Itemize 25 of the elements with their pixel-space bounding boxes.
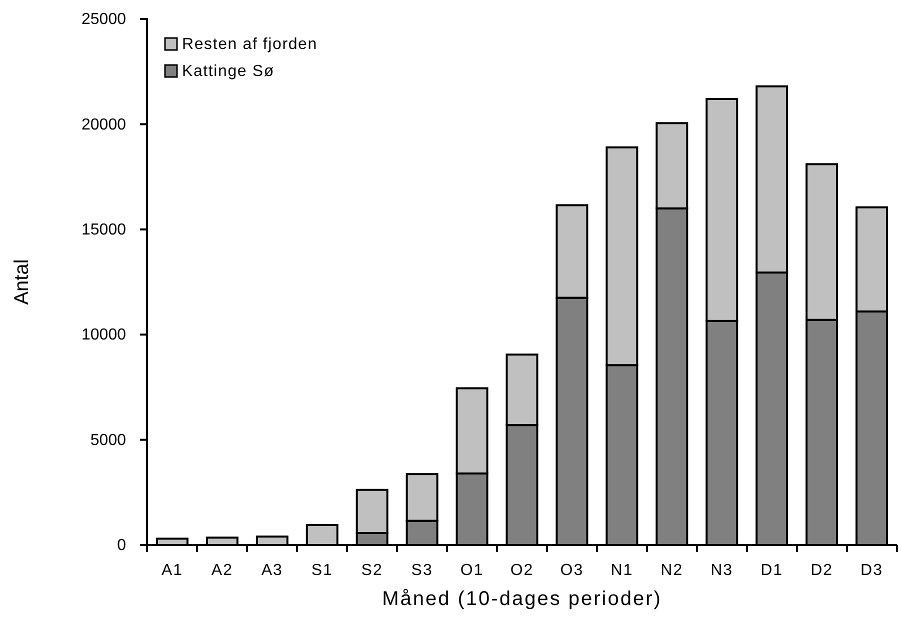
y-tick-label: 5000 bbox=[90, 432, 126, 449]
x-tick-label: N2 bbox=[660, 562, 684, 579]
x-tick-label: O3 bbox=[560, 562, 584, 579]
y-tick-label: 10000 bbox=[82, 326, 126, 344]
x-tick-label: D2 bbox=[810, 562, 834, 579]
x-tick-label: S1 bbox=[311, 562, 333, 579]
x-tick-label: O1 bbox=[460, 562, 484, 579]
x-tick-label: O2 bbox=[510, 562, 534, 579]
y-tick-label: 25000 bbox=[82, 11, 126, 28]
x-tick-label: S3 bbox=[411, 562, 433, 579]
x-tick-label: A3 bbox=[261, 562, 283, 579]
x-tick-label: A1 bbox=[161, 562, 184, 579]
y-tick-label: 0 bbox=[117, 537, 126, 554]
legend-label: Kattinge Sø bbox=[182, 63, 274, 80]
y-axis-title: Antal bbox=[11, 259, 33, 305]
x-tick-label: A2 bbox=[211, 562, 233, 579]
x-tick-label: N3 bbox=[710, 562, 734, 579]
y-tick-label: 15000 bbox=[82, 222, 126, 239]
legend-label: Resten af fjorden bbox=[182, 36, 318, 53]
y-tick-label: 20000 bbox=[82, 116, 126, 134]
x-axis-title: Måned (10-dages perioder) bbox=[382, 588, 662, 610]
x-tick-label: D3 bbox=[860, 562, 883, 579]
x-tick-label: S2 bbox=[361, 562, 383, 579]
x-tick-label: N1 bbox=[610, 562, 634, 579]
x-tick-label: D1 bbox=[760, 562, 784, 579]
